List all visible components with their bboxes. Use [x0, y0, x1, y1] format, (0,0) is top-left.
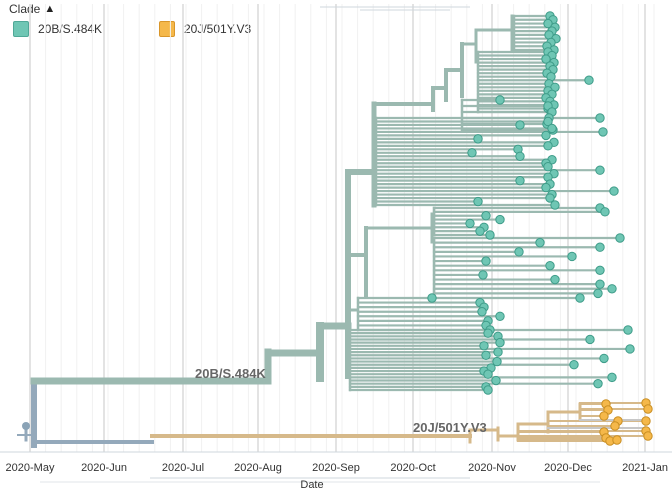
tick-label: 2020-Sep: [312, 462, 360, 474]
tip-20b[interactable]: [495, 337, 505, 348]
tip-20b[interactable]: [569, 360, 579, 370]
tip-20b[interactable]: [575, 293, 585, 303]
tip-20b[interactable]: [515, 151, 525, 161]
tip-20b[interactable]: [483, 328, 493, 338]
tip-20b[interactable]: [547, 123, 557, 134]
branch-label-20j: 20J/501Y.V3: [413, 420, 487, 435]
tip-20b[interactable]: [475, 226, 485, 236]
tip-20b[interactable]: [609, 186, 619, 196]
tip-20b[interactable]: [495, 311, 505, 321]
tip-20b[interactable]: [541, 54, 551, 64]
tip-20b[interactable]: [485, 230, 495, 240]
tip-20b[interactable]: [600, 207, 610, 217]
tip-20b[interactable]: [514, 247, 524, 257]
tip-20b[interactable]: [545, 193, 555, 203]
tip-20b[interactable]: [567, 251, 577, 262]
tip-20j[interactable]: [643, 404, 653, 414]
tip-20b[interactable]: [478, 270, 488, 280]
tip-20b[interactable]: [543, 162, 553, 172]
tip-20b[interactable]: [615, 233, 625, 243]
tip-20b[interactable]: [595, 242, 605, 252]
tip-20b[interactable]: [541, 182, 551, 193]
tip-20b[interactable]: [595, 113, 605, 123]
tip-20b[interactable]: [481, 350, 491, 360]
tip-20b[interactable]: [543, 18, 553, 29]
tick-label: 2020-Nov: [468, 462, 516, 474]
tip-20b[interactable]: [481, 211, 491, 221]
tip-20j[interactable]: [612, 435, 622, 445]
tick-label: 2020-May: [6, 462, 55, 474]
tip-20b[interactable]: [515, 120, 525, 130]
legend-title[interactable]: Clade ▲: [9, 2, 55, 16]
tip-20b[interactable]: [550, 200, 560, 210]
tip-20b[interactable]: [465, 218, 475, 229]
tip-20b[interactable]: [625, 344, 635, 354]
tip-20j[interactable]: [641, 416, 651, 426]
tip-20b[interactable]: [495, 214, 505, 225]
tick-label: 2020-Aug: [234, 462, 282, 474]
tip-20b[interactable]: [473, 196, 483, 207]
time-axis: 2020-May 2020-Jun 2020-Jul 2020-Aug 2020-Sep…: [0, 6, 672, 483]
tip-20b[interactable]: [473, 134, 483, 144]
tip-20j[interactable]: [599, 411, 609, 421]
tip-20b[interactable]: [543, 116, 553, 127]
legend-item-20b[interactable]: 20B/S.484K: [13, 21, 102, 37]
tip-20b[interactable]: [593, 378, 603, 389]
chevron-up-icon[interactable]: ▲: [44, 3, 56, 15]
tip-20b[interactable]: [481, 256, 491, 266]
tip-20b[interactable]: [599, 353, 609, 364]
tip-20b[interactable]: [584, 75, 594, 85]
legend-swatch-20b: [13, 21, 29, 37]
tick-label: 2021-Jan: [622, 462, 668, 474]
tip-20b[interactable]: [495, 95, 505, 105]
tip-20b[interactable]: [607, 372, 617, 383]
tip-20b[interactable]: [541, 130, 551, 141]
tip-20b[interactable]: [550, 274, 560, 285]
tip-20j[interactable]: [610, 421, 620, 431]
time-gridlines: [29, 4, 655, 452]
tick-label: 2020-Oct: [390, 462, 435, 474]
tip-20b[interactable]: [515, 175, 525, 186]
tip-20b[interactable]: [427, 293, 437, 303]
tip-20b[interactable]: [607, 284, 617, 294]
tip-20b[interactable]: [479, 341, 489, 351]
tip-20b[interactable]: [491, 375, 501, 386]
legend-swatch-20j: [159, 21, 175, 37]
legend-title-text: Clade: [9, 2, 41, 16]
tip-20j[interactable]: [643, 431, 653, 441]
root-node: [22, 422, 30, 430]
tip-20b[interactable]: [483, 369, 493, 379]
tip-20b[interactable]: [467, 148, 477, 158]
tip-20b[interactable]: [598, 127, 608, 137]
tick-label: 2020-Jul: [162, 462, 204, 474]
axis-title: Date: [300, 479, 323, 491]
tip-20b[interactable]: [595, 265, 605, 276]
tree-tips[interactable]: [427, 11, 653, 446]
tip-20b[interactable]: [623, 325, 633, 335]
tip-20b[interactable]: [492, 356, 502, 367]
tip-20b[interactable]: [483, 385, 493, 395]
tip-20b[interactable]: [545, 260, 555, 271]
tip-20b[interactable]: [595, 279, 605, 289]
tip-20b[interactable]: [543, 141, 553, 151]
tick-label: 2020-Jun: [81, 462, 127, 474]
tip-20b[interactable]: [493, 347, 503, 357]
tip-20b[interactable]: [593, 288, 603, 299]
tip-20b[interactable]: [477, 307, 487, 317]
tick-label: 2020-Dec: [544, 462, 592, 474]
branch-label-20b: 20B/S.484K: [195, 366, 266, 381]
tip-20b[interactable]: [595, 165, 605, 175]
legend-label-20b: 20B/S.484K: [38, 22, 103, 36]
tip-20b[interactable]: [535, 237, 545, 248]
tip-20b[interactable]: [585, 334, 595, 345]
